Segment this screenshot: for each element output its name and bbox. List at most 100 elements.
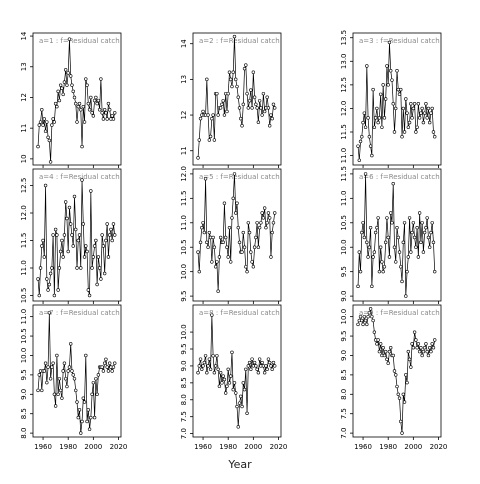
data-point — [87, 427, 92, 431]
data-point — [260, 211, 264, 215]
data-point — [66, 369, 70, 373]
data-point — [406, 255, 411, 259]
x-tick-label: 1960 — [194, 443, 212, 451]
data-point — [221, 240, 225, 245]
data-point — [358, 314, 363, 319]
data-point — [218, 370, 223, 375]
data-point — [74, 388, 78, 393]
data-point — [389, 346, 393, 350]
data-point — [424, 342, 428, 346]
data-point — [80, 178, 84, 182]
data-point — [404, 373, 408, 377]
data-point — [427, 120, 432, 125]
data-point — [51, 117, 55, 121]
data-point — [356, 284, 360, 289]
data-point — [210, 116, 214, 121]
data-point — [430, 342, 434, 346]
data-point — [252, 95, 257, 99]
data-point — [89, 189, 93, 193]
data-point — [197, 138, 201, 142]
data-point — [230, 216, 234, 220]
data-point — [389, 69, 393, 73]
data-point — [90, 266, 94, 270]
y-tick-label: 8.0 — [340, 389, 348, 400]
data-point — [254, 364, 258, 368]
data-point — [394, 106, 398, 111]
data-point — [42, 255, 47, 259]
data-point — [265, 221, 269, 225]
panel-label: a=3 : f=Residual catch — [359, 37, 440, 45]
x-tick-label: 1980 — [219, 443, 237, 451]
data-point — [419, 346, 423, 350]
panel-label: a=6 : f=Residual catch — [359, 173, 440, 181]
y-tick-label: 11.5 — [20, 233, 28, 249]
data-point — [416, 102, 421, 106]
panel-frame — [32, 32, 122, 166]
data-point — [81, 222, 85, 226]
data-point — [422, 111, 427, 115]
data-point — [260, 113, 264, 117]
data-point — [242, 66, 247, 71]
data-point — [371, 318, 375, 323]
data-point — [256, 120, 261, 124]
y-tick-label: 9.0 — [340, 350, 348, 361]
data-point — [372, 330, 377, 334]
data-point — [368, 307, 373, 311]
data-point — [378, 245, 383, 249]
data-point — [396, 235, 400, 240]
data-point — [422, 230, 427, 235]
data-point — [90, 392, 94, 396]
data-point — [405, 380, 409, 385]
data-point — [247, 230, 252, 235]
data-point — [367, 135, 372, 139]
data-point — [203, 354, 208, 358]
data-point — [425, 216, 429, 220]
data-point — [358, 139, 363, 144]
panel-frame — [32, 304, 122, 438]
data-point — [210, 313, 214, 317]
data-point — [106, 101, 111, 106]
data-point — [237, 401, 242, 405]
data-point — [245, 411, 249, 416]
x-axis-label: Year — [228, 458, 252, 471]
data-point — [377, 116, 382, 120]
data-point — [201, 364, 205, 368]
data-point — [100, 233, 104, 237]
data-point — [211, 113, 215, 117]
data-point — [79, 266, 83, 270]
data-point — [48, 377, 53, 381]
data-point — [386, 235, 390, 240]
data-point — [75, 120, 79, 124]
data-point — [235, 404, 239, 409]
data-point — [81, 104, 85, 109]
data-point — [363, 172, 368, 176]
data-point — [236, 425, 240, 429]
y-tick-label: 13 — [20, 62, 28, 71]
data-point — [361, 221, 365, 225]
y-tick-label: 11.0 — [340, 191, 348, 207]
data-point — [89, 95, 93, 100]
data-point — [111, 365, 116, 369]
y-tick-label: 10.0 — [20, 348, 28, 364]
data-point — [424, 102, 428, 106]
data-point — [79, 108, 83, 112]
y-tick-label: 12.0 — [20, 205, 28, 221]
data-point — [401, 106, 405, 111]
data-point — [101, 369, 106, 373]
data-point — [362, 235, 367, 240]
data-point — [72, 194, 77, 199]
data-point — [372, 250, 377, 254]
data-point — [382, 353, 387, 358]
data-point — [210, 260, 214, 264]
data-point — [361, 322, 365, 327]
y-tick-label: 9.5 — [180, 343, 188, 354]
data-point — [383, 97, 388, 101]
data-point — [41, 238, 45, 243]
data-point — [230, 350, 234, 355]
data-point — [270, 116, 274, 121]
y-tick-label: 9.0 — [180, 360, 188, 371]
data-point — [431, 130, 436, 134]
data-point — [61, 92, 65, 97]
data-point — [222, 377, 227, 382]
